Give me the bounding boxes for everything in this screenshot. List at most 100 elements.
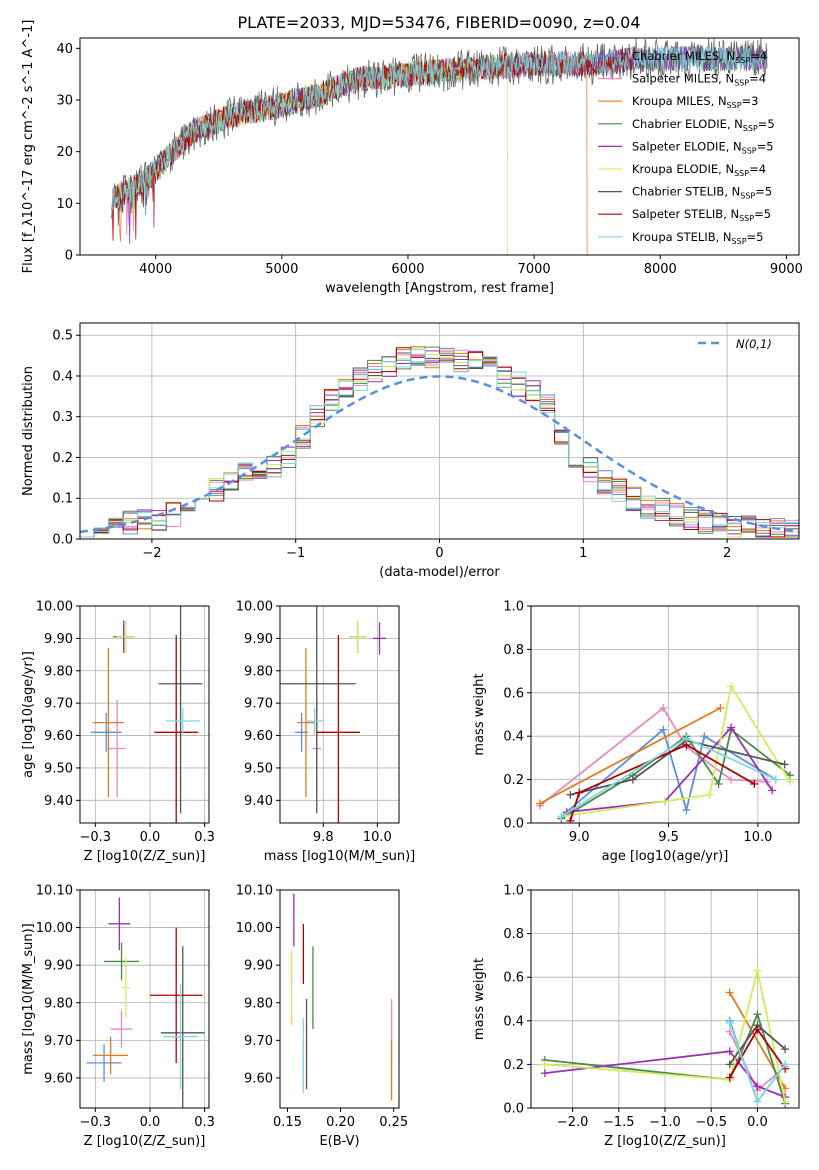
normal-curve (80, 375, 799, 534)
x-tick-label: 7000 (518, 262, 551, 277)
x-tick-label: 8000 (644, 262, 677, 277)
plus-marker (714, 779, 723, 788)
errorbar-point (117, 620, 135, 653)
y-tick-label: 10.00 (36, 921, 73, 936)
plus-marker (725, 988, 734, 997)
y-axis-label: age [log10(age/yr)] (21, 651, 36, 778)
plus-marker (682, 734, 691, 743)
plus-marker (781, 1097, 790, 1106)
x-tick-label: 5000 (265, 262, 298, 277)
y-tick-label: 30 (56, 94, 73, 109)
errorbar-point (154, 635, 199, 823)
plus-marker (786, 777, 795, 786)
y-tick-label: 10.00 (236, 921, 273, 936)
x-tick-label: −1.5 (603, 1115, 635, 1130)
plus-marker (725, 1073, 734, 1082)
y-tick-label: 9.70 (44, 697, 73, 712)
y-tick-label: 9.80 (44, 996, 73, 1011)
y-tick-label: 9.80 (44, 664, 73, 679)
panel-weight-vs-Z: −2.0 −1.5 −1.0 −0.5 0.0 0.0 0.2 0.4 0.6 0.8 1.0 Z [… (472, 884, 800, 1149)
axes-frame (279, 605, 400, 824)
plus-marker (753, 966, 762, 975)
weight-line (544, 1011, 786, 1104)
panel-age-vs-mass: 9.8 10.0 9.40 9.50 9.60 9.70 9.80 9.90 10.00 mass… (236, 600, 415, 865)
plus-marker (725, 1018, 734, 1027)
legend-label: Chabrier MILES, NSSP=4 (632, 49, 767, 65)
errorbar-point (373, 622, 387, 655)
plot-area (540, 966, 790, 1108)
y-tick-label: 0.6 (503, 686, 524, 701)
plus-marker (753, 1025, 762, 1034)
x-tick-label: 10.0 (743, 830, 772, 845)
legend-label: Salpeter MILES, NSSP=4 (632, 72, 766, 88)
plus-marker (705, 790, 714, 799)
x-tick-label: 6000 (391, 262, 424, 277)
errorbar-point (158, 606, 203, 814)
y-tick-label: 0 (65, 249, 73, 264)
axes-frame (530, 889, 800, 1109)
y-axis-label: mass weight (472, 958, 487, 1040)
y-tick-label: 9.60 (44, 729, 73, 744)
errorbar-point (104, 942, 140, 981)
errorbar-point (297, 648, 315, 798)
y-tick-label: 0.4 (503, 1014, 524, 1029)
y-tick-label: 10.00 (36, 600, 73, 615)
plot-area (111, 38, 768, 255)
y-tick-label: 9.90 (44, 632, 73, 647)
histogram-step (80, 349, 799, 538)
plus-marker (700, 732, 709, 741)
y-tick-label: 9.90 (44, 959, 73, 974)
x-tick-label: 0.20 (326, 1115, 355, 1130)
plus-marker (753, 1097, 762, 1106)
plus-marker (575, 788, 584, 797)
y-tick-label: 0.8 (503, 643, 524, 658)
weight-line (539, 707, 721, 805)
plus-marker (628, 775, 637, 784)
y-tick-label: 9.80 (244, 996, 273, 1011)
legend-label: Salpeter STELIB, NSSP=5 (632, 207, 771, 223)
plus-marker (659, 703, 668, 712)
x-tick-label: −1.0 (649, 1115, 681, 1130)
panel-spectrum: 4000 5000 6000 7000 8000 9000 0 10 20 30 40 wavelen… (21, 20, 803, 296)
plus-marker (725, 1047, 734, 1056)
plus-marker (727, 682, 736, 691)
axes-frame (79, 889, 210, 1109)
x-tick-label: 0.0 (747, 1115, 768, 1130)
errorbar-point (110, 1010, 133, 1048)
legend-label: Kroupa MILES, NSSP=3 (632, 94, 758, 110)
x-tick-label: 0.0 (140, 830, 161, 845)
y-axis-label: mass [log10(M/M_sun)] (21, 923, 36, 1075)
panel-age-vs-Z: −0.3 0.0 0.3 9.40 9.50 9.60 9.70 9.80 9.90 10.00 Z… (21, 600, 215, 865)
y-tick-label: 0.0 (503, 817, 524, 832)
x-tick-label: 1 (579, 546, 587, 561)
y-tick-label: 9.70 (244, 1034, 273, 1049)
weight-line (566, 726, 773, 813)
x-axis-label: Z [log10(Z/Z_sun)] (84, 1134, 206, 1149)
panel-residuals: −2 −1 0 1 2 0.0 0.1 0.2 0.3 0.4 0.5 (data-model)/er… (21, 322, 800, 580)
legend: Chabrier MILES, NSSP=4 Salpeter MILES, NS… (598, 49, 775, 246)
x-tick-label: −0.5 (695, 1115, 727, 1130)
x-tick-label: 9.5 (658, 830, 679, 845)
errorbar-point (108, 897, 131, 951)
plot-area (90, 606, 203, 823)
weight-line (544, 1050, 786, 1098)
plot-area (86, 897, 205, 1108)
y-tick-label: 9.90 (244, 959, 273, 974)
y-tick-label: 10.10 (36, 884, 73, 899)
legend-label: Kroupa ELODIE, NSSP=4 (632, 162, 766, 178)
y-tick-label: 9.50 (44, 761, 73, 776)
x-tick-label: 0.0 (140, 1115, 161, 1130)
x-tick-label: 2 (723, 546, 731, 561)
y-tick-label: 20 (56, 145, 73, 160)
x-axis-label: wavelength [Angstrom, rest frame] (325, 281, 554, 296)
plus-marker (725, 1060, 734, 1069)
plus-marker (540, 1069, 549, 1078)
plot-area (80, 346, 799, 538)
x-tick-label: 0 (435, 546, 443, 561)
y-tick-label: 10 (56, 197, 73, 212)
y-tick-label: 0.0 (503, 1102, 524, 1117)
y-tick-label: 9.90 (244, 632, 273, 647)
y-tick-label: 9.70 (244, 697, 273, 712)
spectrum-line (111, 45, 768, 211)
y-tick-label: 1.0 (503, 884, 524, 899)
